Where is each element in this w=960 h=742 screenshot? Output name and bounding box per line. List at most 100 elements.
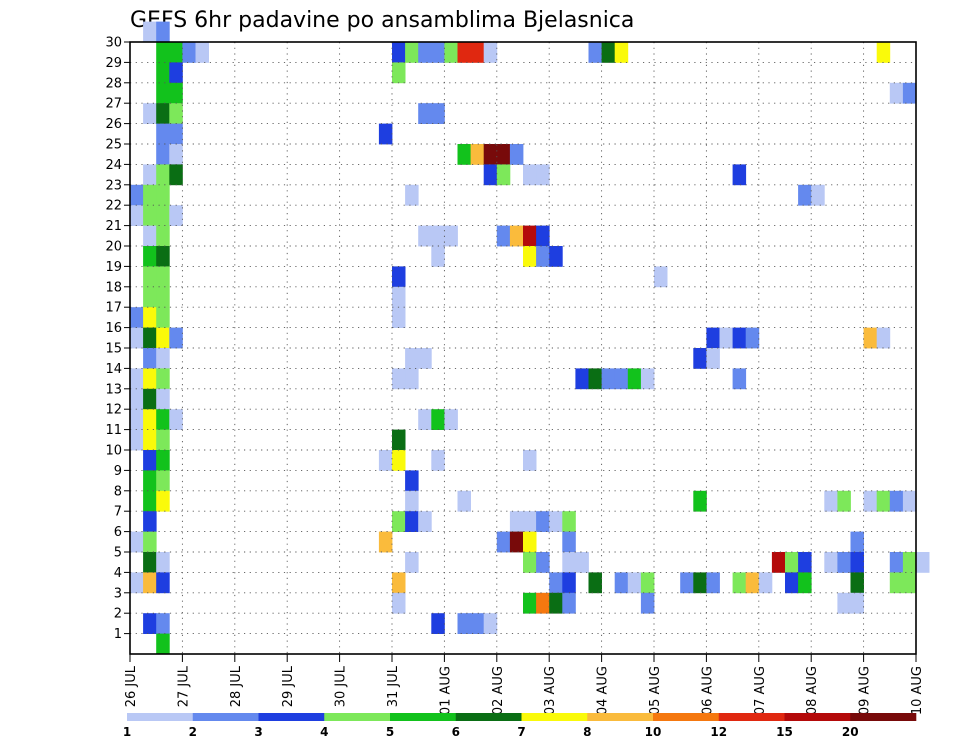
heatmap-cell [876, 490, 891, 512]
heatmap-cell [156, 368, 170, 390]
heatmap-cell [470, 613, 485, 634]
heatmap-cell [156, 429, 170, 451]
heatmap-cell [418, 225, 432, 247]
heatmap-cell [156, 409, 170, 430]
heatmap-cell [706, 327, 720, 349]
heatmap-cell [156, 490, 170, 512]
heatmap-cell [169, 103, 183, 124]
heatmap-cell [405, 470, 419, 492]
heatmap-cell [680, 572, 694, 594]
heatmap-cell [837, 490, 851, 512]
heatmap-cell [693, 572, 707, 594]
heatmap-cell [850, 531, 864, 553]
heatmap-cell [156, 327, 170, 349]
heatmap-cell [523, 511, 537, 532]
heatmap-cell [143, 266, 157, 288]
heatmap-cell [405, 184, 419, 206]
heatmap-cell [195, 42, 209, 63]
heatmap-cell [654, 266, 668, 288]
heatmap-cell [130, 429, 144, 451]
colorbar-label: 1 [123, 725, 131, 739]
heatmap-cell [143, 184, 157, 206]
colorbar-swatch [850, 713, 917, 721]
heatmap-cell [130, 388, 144, 410]
heatmap-cell [143, 511, 157, 532]
heatmap-cell [143, 368, 157, 390]
y-tick-label: 4 [114, 566, 122, 581]
heatmap-cell [143, 103, 157, 124]
colorbar: 1 2 3 4 5 6 7 8 10 12 15 20 [123, 713, 917, 739]
heatmap-cell [405, 348, 419, 369]
heatmap-cell [549, 511, 563, 532]
colorbar-label: 20 [842, 725, 859, 739]
heatmap-cell [130, 531, 144, 553]
heatmap-cell [156, 123, 170, 145]
colorbar-label: 6 [452, 725, 460, 739]
colorbar-swatch [192, 713, 259, 721]
heatmap-cell [392, 450, 406, 471]
heatmap-cell [143, 613, 157, 634]
heatmap-cell [496, 144, 511, 165]
colorbar-swatch [784, 713, 851, 721]
heatmap-cell [182, 42, 196, 63]
heatmap-cell [378, 531, 393, 553]
heatmap-cell [169, 205, 183, 226]
x-tick-label: 28 JUL [229, 665, 244, 707]
heatmap-cell [169, 82, 183, 104]
x-tick-label: 08 AUG [805, 666, 820, 715]
x-tick-label: 10 AUG [910, 666, 925, 715]
heatmap-cell [156, 613, 170, 634]
heatmap-cell [562, 531, 576, 553]
heatmap-cell [837, 592, 851, 614]
heatmap-cell [444, 42, 458, 63]
heatmap-cell [745, 327, 760, 349]
heatmap-cell [509, 225, 524, 247]
heatmap-cell [156, 42, 170, 63]
heatmap-cell [693, 348, 707, 369]
heatmap-cell [169, 62, 183, 84]
y-tick-label: 23 [105, 178, 122, 193]
heatmap-cell [156, 572, 170, 594]
heatmap-cell [496, 164, 511, 186]
heatmap-cell [562, 511, 576, 532]
heatmap-cell [732, 572, 747, 594]
heatmap-cell [143, 388, 157, 410]
y-tick-label: 30 [105, 36, 122, 51]
heatmap-cell [470, 144, 485, 165]
heatmap-cell [143, 450, 157, 471]
heatmap-cell [745, 572, 760, 594]
heatmap-cell [549, 246, 563, 267]
heatmap-cell [156, 286, 170, 308]
heatmap-cell [889, 82, 904, 104]
heatmap-cell [156, 450, 170, 471]
y-tick-label: 15 [105, 342, 122, 357]
y-tick-label: 24 [105, 158, 122, 173]
heatmap-cell [863, 327, 878, 349]
colorbar-label: 2 [189, 725, 197, 739]
heatmap-cell [837, 552, 851, 573]
heatmap-cell [549, 592, 563, 614]
y-tick-label: 7 [114, 505, 122, 520]
heatmap-cell [431, 409, 445, 430]
heatmap-cell [523, 531, 537, 553]
heatmap-cell [392, 429, 406, 451]
colorbar-swatch [718, 713, 785, 721]
heatmap-cell [588, 42, 602, 63]
x-tick-label: 03 AUG [543, 666, 558, 715]
heatmap-cell [562, 552, 576, 573]
heatmap-cell [156, 388, 170, 410]
x-tick-label: 29 JUL [281, 665, 296, 707]
heatmap-cell [418, 103, 432, 124]
heatmap-cell [627, 368, 642, 390]
y-tick-label: 2 [114, 607, 122, 622]
heatmap-cell [392, 572, 406, 594]
heatmap-cell [758, 572, 773, 594]
x-tick-label: 09 AUG [858, 666, 873, 715]
y-tick-label: 8 [114, 484, 122, 499]
heatmap-cell [732, 368, 747, 390]
heatmap-cell [562, 572, 576, 594]
y-tick-label: 18 [105, 280, 122, 295]
heatmap-cell [523, 450, 537, 471]
